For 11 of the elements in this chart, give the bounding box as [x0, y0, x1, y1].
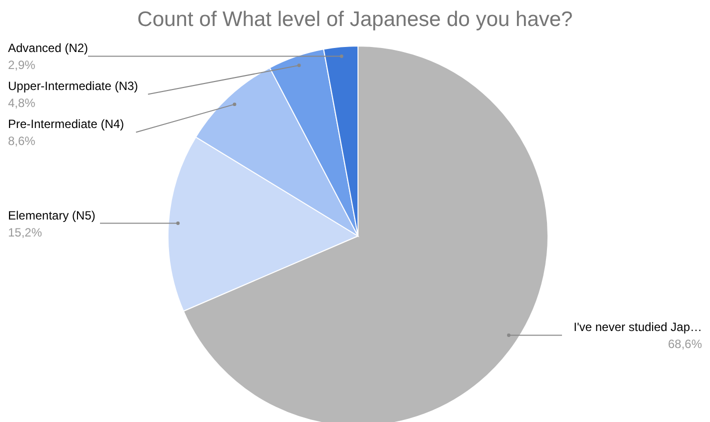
data-label: 4,8% — [8, 96, 36, 110]
slice-label: Upper-Intermediate (N3) — [8, 79, 138, 94]
data-label: 8,6% — [8, 134, 36, 148]
slice-label: Advanced (N2) — [8, 41, 88, 56]
slice-label: Elementary (N5) — [8, 208, 96, 222]
slice-label: I've never studied Jap… — [574, 320, 702, 334]
slice-label: Pre-Intermediate (N4) — [8, 117, 124, 132]
data-label: 15,2% — [8, 225, 42, 240]
data-label: 2,9% — [8, 58, 36, 72]
data-label: 68,6% — [668, 337, 702, 352]
chart-title: Count of What level of Japanese do you have? — [137, 8, 573, 31]
